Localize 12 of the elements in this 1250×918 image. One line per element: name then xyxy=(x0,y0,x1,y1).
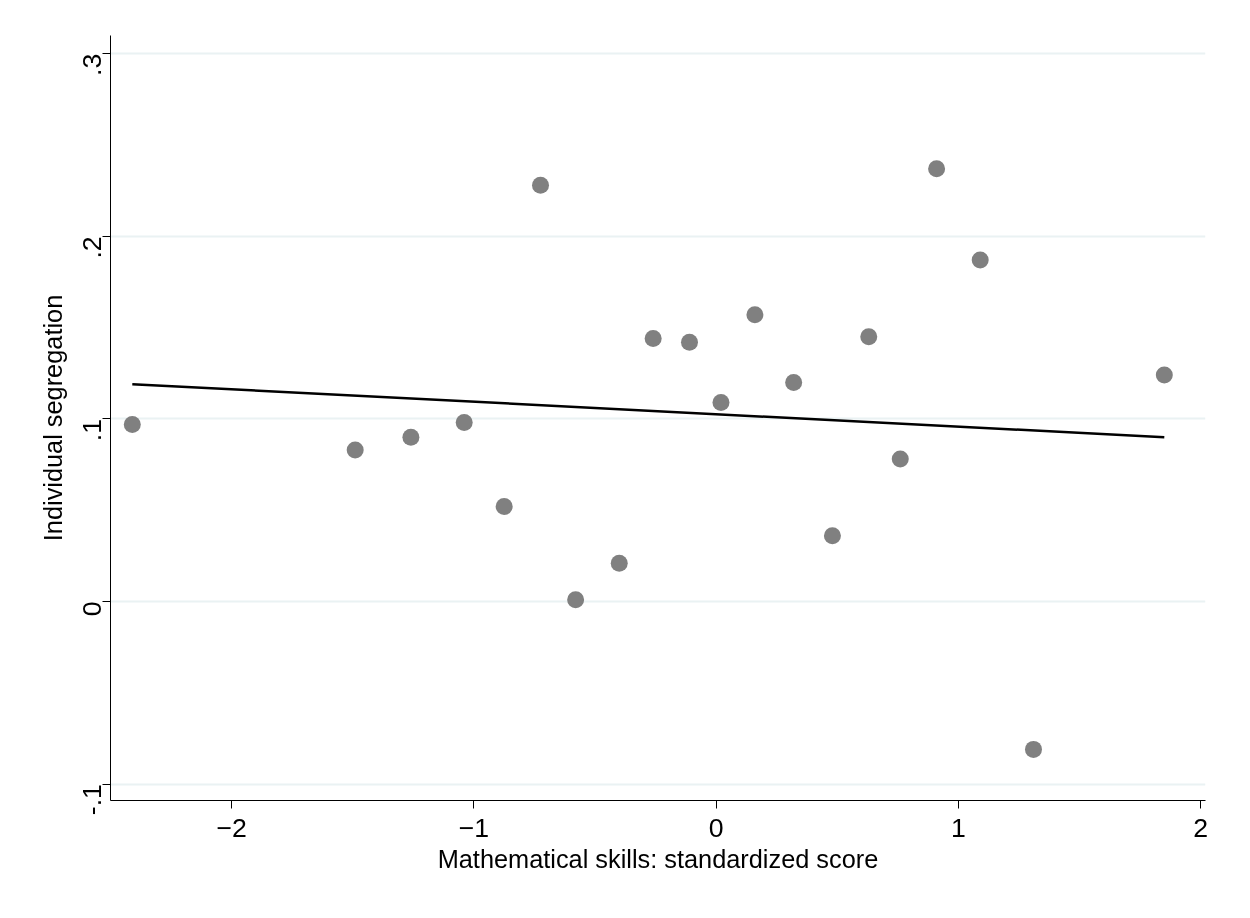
x-tick-label: −2 xyxy=(216,812,247,843)
y-tick-label: .3 xyxy=(77,53,108,76)
x-tick-label: 2 xyxy=(1193,812,1209,843)
y-tick-label: .2 xyxy=(77,236,108,259)
x-tick-label: −1 xyxy=(458,812,490,843)
y-tick-label: .1 xyxy=(77,418,108,442)
y-axis-title: Individual segregation xyxy=(38,294,67,542)
y-tick-label: 0 xyxy=(77,601,108,617)
x-tick-label: 0 xyxy=(708,812,724,843)
y-tick-label: -.1 xyxy=(77,784,108,816)
x-axis-title: Mathematical skills: standardized score xyxy=(437,844,879,873)
x-tick-label: 1 xyxy=(950,812,966,843)
